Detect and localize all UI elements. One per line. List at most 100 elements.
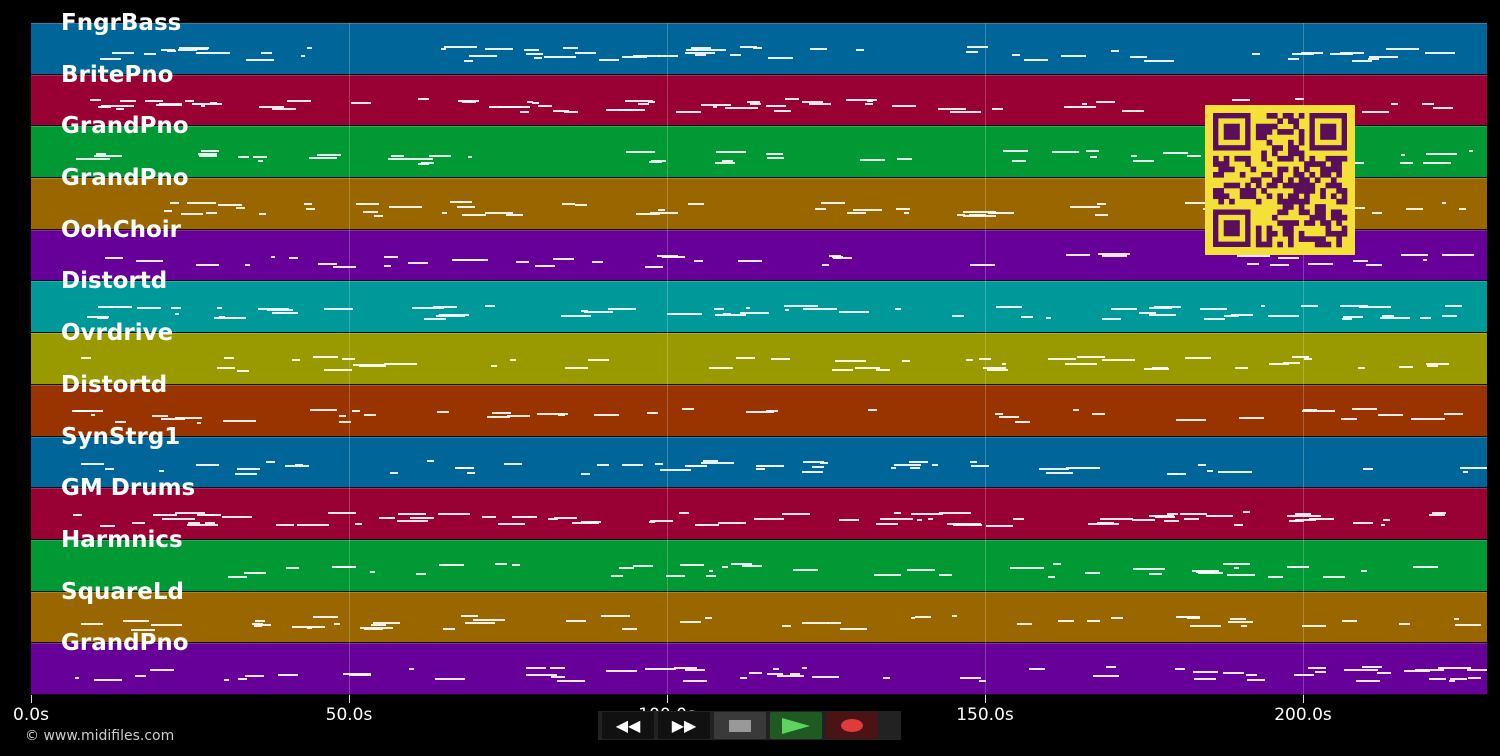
note-segment [461,213,486,216]
note-segment [352,364,385,367]
note-segment [1426,362,1449,365]
note-segment [770,357,791,360]
note-segment [1132,568,1166,571]
note-segment [1139,311,1156,314]
note-segment [1449,679,1455,682]
note-segment [197,152,218,155]
note-segment [636,213,660,216]
rewind-button[interactable]: ◀◀ [602,712,654,739]
copyright-text: © www.midifiles.com [25,728,175,744]
note-segment [1237,255,1271,258]
note-segment [1229,618,1247,621]
note-segment [1218,470,1252,473]
note-segment [1304,357,1313,360]
note-segment [1462,470,1468,473]
note-segment [1095,214,1108,217]
note-segment [548,517,559,520]
note-segment [1045,316,1051,319]
note-segment [526,667,546,670]
note-segment [363,627,383,630]
note-segment [1183,518,1199,521]
note-segment [535,265,555,268]
note-segment [318,262,337,265]
note-segment [1341,619,1357,622]
note-segment [682,408,695,411]
note-segment [374,214,383,217]
note-segment [1367,58,1379,61]
note-segment [910,512,943,515]
note-segment [1084,572,1101,575]
stop-button[interactable] [714,712,766,739]
note-segment [432,306,458,309]
note-segment [896,208,911,211]
play-button[interactable] [770,712,822,739]
note-segment [98,306,113,309]
note-segment [874,574,902,577]
note-segment [1302,410,1336,413]
note-segment [845,99,877,102]
note-segment [1149,314,1176,317]
note-segment [1424,51,1456,54]
note-segment [860,159,886,162]
note-segment [811,675,840,678]
note-segment [166,50,177,53]
note-segment [1455,624,1481,627]
note-segment [1307,667,1327,670]
note-segment [829,254,841,257]
note-segment [170,306,182,309]
record-button[interactable] [826,712,878,739]
note-segment [1301,305,1319,308]
note-segment [543,56,576,59]
track-band[interactable] [31,333,1487,385]
note-segment [784,304,818,307]
track-label: BritePno [61,61,174,88]
note-segment [992,211,1014,214]
note-segment [525,673,558,676]
track-band[interactable] [31,591,1487,644]
rewind-icon: ◀◀ [615,716,641,735]
note-segment [673,666,698,669]
note-segment [1270,263,1290,266]
note-segment [1177,615,1201,618]
track-label: Distortd [61,268,168,295]
note-segment [428,155,452,158]
note-segment [301,54,306,57]
note-segment [201,104,206,107]
note-segment [680,621,701,624]
track-band[interactable] [31,281,1487,334]
note-segment [687,464,707,467]
fast-forward-button[interactable]: ▶▶ [658,712,710,739]
note-segment [1029,668,1045,671]
track-band[interactable] [31,436,1487,489]
note-segment [494,563,507,566]
track-label: GrandPno [61,165,189,192]
note-segment [1282,361,1300,364]
note-segment [1196,570,1216,573]
note-segment [1406,208,1423,211]
note-segment [441,212,448,215]
note-segment [457,99,480,102]
note-segment [755,465,784,468]
track-band[interactable] [31,384,1487,437]
track-band[interactable] [31,23,1487,75]
note-segment [465,621,496,624]
note-segment [216,366,235,369]
note-segment [1245,673,1257,676]
note-segment [1260,304,1266,307]
note-segment [986,369,1009,372]
track-label: Harmnics [61,526,183,553]
note-segment [115,107,124,110]
track-band[interactable] [31,539,1487,592]
track-band[interactable] [31,643,1487,695]
note-segment [252,156,267,159]
track-band[interactable] [31,488,1487,540]
note-segment [1088,523,1120,526]
note-segment [676,111,701,114]
note-segment [309,157,337,160]
note-segment [803,461,825,464]
note-segment [130,628,156,631]
note-segment [1132,160,1155,163]
note-segment [939,573,952,576]
piano-roll-plot[interactable] [31,23,1487,695]
note-segment [1065,253,1090,256]
